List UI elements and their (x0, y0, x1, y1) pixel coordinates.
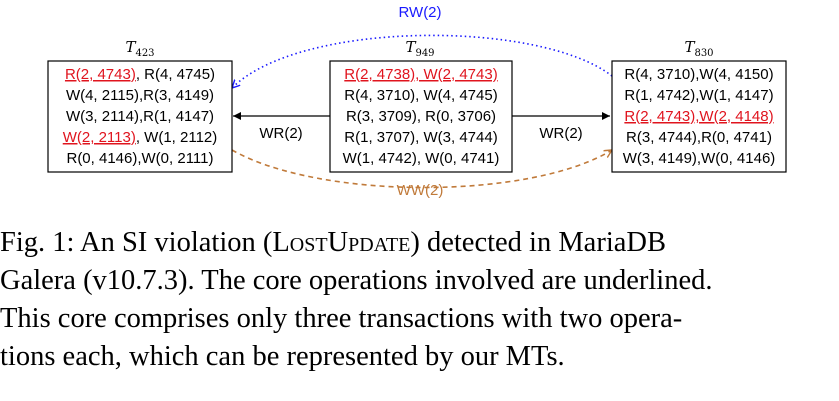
figure-caption: Fig. 1: An SI violation (LostUpdate) det… (0, 224, 839, 376)
rw-edge (232, 34, 613, 88)
core-operation: W(2, 2113) (63, 129, 136, 146)
core-operation: R(2, 4738), W(2, 4743) (344, 66, 497, 83)
operation: W(3, 4149),W(0, 4146) (623, 150, 776, 167)
ww-edge-label: WW(2) (397, 182, 444, 199)
wr-edge-right-label: WR(2) (539, 125, 582, 142)
core-operation: R(2, 4743),W(2, 4148) (624, 108, 773, 125)
operation: , R(4, 4745) (136, 66, 215, 83)
operation: W(3, 2114),R(1, 4147) (66, 108, 214, 125)
t423-label: T423 (125, 38, 154, 59)
operation: R(4, 3710), W(4, 4745) (344, 87, 497, 104)
operation: R(3, 3709), R(0, 3706) (346, 108, 496, 125)
t949-op-row: R(4, 3710), W(4, 4745) (344, 87, 497, 104)
t830-ops: R(4, 3710),W(4, 4150) R(1, 4742),W(1, 414… (623, 66, 776, 167)
transaction-t423: T423 R(2, 4743), R(4, 4745) W(4, 2115),R(… (47, 38, 233, 173)
t830-op-row: R(4, 3710),W(4, 4150) (624, 66, 773, 83)
rw-edge-label: RW(2) (398, 4, 441, 21)
t949-op-row: R(2, 4738), W(2, 4743) (344, 66, 497, 83)
t949-label: T949 (405, 38, 434, 59)
operation: W(1, 4742), W(0, 4741) (343, 150, 500, 167)
t949-box (329, 60, 513, 173)
t830-op-row: R(2, 4743),W(2, 4148) (624, 108, 773, 125)
t949-op-row: R(3, 3709), R(0, 3706) (346, 108, 496, 125)
t423-op-row: W(4, 2115),R(3, 4149) (66, 87, 214, 104)
t423-ops: R(2, 4743), R(4, 4745) W(4, 2115),R(3, 41… (63, 66, 218, 167)
operation: R(4, 3710),W(4, 4150) (624, 66, 773, 83)
t949-ops: R(2, 4738), W(2, 4743) R(4, 3710), W(4, 4… (343, 66, 500, 167)
wr-edge-left-label: WR(2) (259, 125, 302, 142)
t830-box (611, 60, 787, 173)
operation: R(3, 4744),R(0, 4741) (626, 129, 772, 146)
caption-line-2: Galera (v10.7.3). The core operations in… (0, 265, 713, 296)
t830-label: T830 (684, 38, 713, 59)
t830-op-row: W(3, 4149),W(0, 4146) (623, 150, 776, 167)
ww-edge (231, 150, 612, 189)
t423-box (47, 60, 233, 173)
operation: R(1, 4742),W(1, 4147) (624, 87, 773, 104)
t949-op-row: W(1, 4742), W(0, 4741) (343, 150, 500, 167)
t423-op-row: W(2, 2113), W(1, 2112) (63, 129, 218, 146)
t830-op-row: R(1, 4742),W(1, 4147) (624, 87, 773, 104)
caption-line-1: Fig. 1: An SI violation (LostUpdate) det… (0, 227, 666, 258)
transaction-t949: T949 R(2, 4738), W(2, 4743) R(4, 3710), W… (329, 38, 513, 173)
core-operation: R(2, 4743) (65, 66, 136, 83)
caption-line-4: tions each, which can be represented by … (0, 341, 565, 372)
operation: W(4, 2115),R(3, 4149) (66, 87, 214, 104)
caption-line-3: This core comprises only three transacti… (0, 303, 683, 334)
t423-op-row: R(0, 4146),W(0, 2111) (66, 150, 213, 167)
t830-op-row: R(3, 4744),R(0, 4741) (626, 129, 772, 146)
caption-anomaly-name: LostUpdate (272, 227, 411, 258)
operation: , W(1, 2112) (136, 129, 217, 146)
operation: R(0, 4146),W(0, 2111) (66, 150, 213, 167)
t423-op-row: W(3, 2114),R(1, 4147) (66, 108, 214, 125)
t949-op-row: R(1, 3707), W(3, 4744) (344, 129, 497, 146)
t423-op-row: R(2, 4743), R(4, 4745) (65, 66, 215, 83)
operation: R(1, 3707), W(3, 4744) (344, 129, 497, 146)
transaction-t830: T830 R(4, 3710),W(4, 4150) R(1, 4742),W(1… (611, 38, 787, 173)
transaction-graph: RW(2) WW(2) WR(2) WR(2) T423 R(2, 4743),… (47, 4, 787, 199)
